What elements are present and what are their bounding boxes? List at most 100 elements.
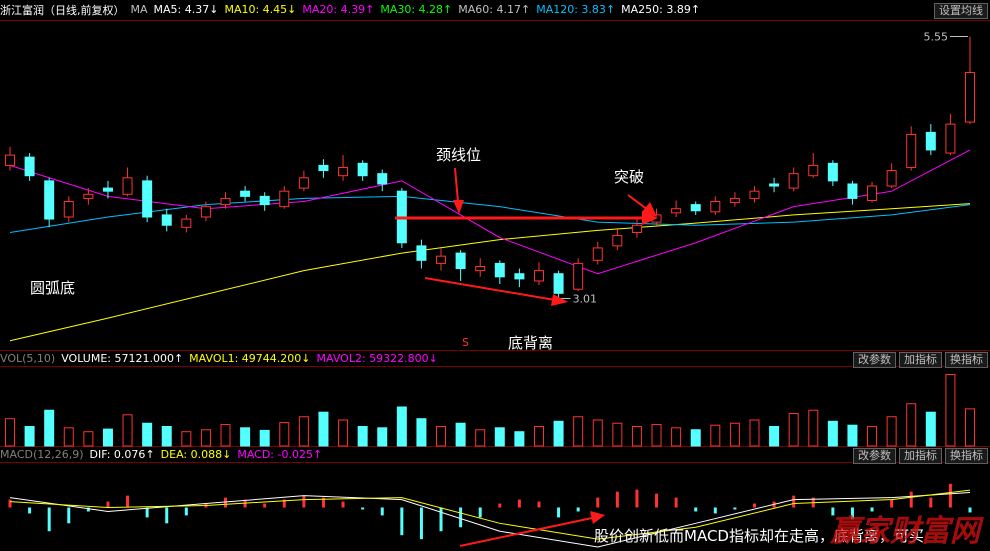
pane-title: VOL(5,10) [0, 352, 56, 365]
macd-bar [224, 497, 228, 508]
neckline-pointer [454, 167, 459, 203]
legend-item: MA5: 4.37↓ [154, 3, 219, 16]
macd-arrow [459, 517, 593, 547]
candle-body [769, 183, 780, 187]
volume-bar [573, 416, 584, 447]
macd-header: MACD(12,26,9) DIF: 0.076↑ DEA: 0.088↓ MACD… [0, 447, 322, 462]
legend-arrow: ↑ [365, 3, 375, 16]
candle-body [592, 247, 603, 261]
macd-bar [184, 507, 188, 516]
candle-body [240, 190, 251, 197]
macd-bar [968, 507, 972, 513]
button[interactable]: 改参数 [853, 448, 896, 464]
legend-item: DEA: 0.088↓ [161, 448, 232, 461]
volume-bar [827, 420, 838, 447]
volume-bar [259, 429, 270, 447]
macd-bar [870, 507, 874, 512]
macd-bar [106, 501, 110, 508]
candle-body [220, 197, 231, 206]
legend-arrow: ↓ [209, 3, 219, 16]
candle-body [24, 156, 35, 177]
arrowhead [642, 211, 658, 225]
candle-body [631, 224, 642, 233]
candle-body [945, 123, 956, 154]
legend-arrow: ↑ [605, 3, 616, 16]
volume-bar [886, 416, 897, 447]
candle-body [318, 164, 329, 172]
candle-body [83, 193, 94, 199]
marks [5, 35, 975, 548]
legend-arrow: ↑ [443, 3, 453, 16]
macd-bar [929, 497, 933, 508]
macd-bar [831, 507, 835, 516]
volume-bar [808, 409, 819, 447]
legend-arrow: ↑ [145, 448, 155, 461]
legend-item: MA120: 3.83↑ [536, 3, 615, 16]
legend-item: DIF: 0.076↑ [90, 448, 155, 461]
volume-bar [24, 426, 35, 447]
candle-body [259, 195, 270, 206]
legend-text: MA5: 4.37 [153, 3, 210, 16]
macd-bar [576, 507, 580, 512]
candle-body [63, 201, 74, 218]
arrowhead [590, 511, 605, 524]
button[interactable]: 加指标 [899, 352, 942, 368]
button[interactable]: 换指标 [945, 352, 988, 368]
volume-bar [318, 411, 329, 447]
legend-arrow: ↓ [428, 352, 438, 365]
button[interactable]: 改参数 [853, 352, 896, 368]
button[interactable]: 设置均线 [934, 3, 988, 19]
legend-arrow: ↑ [173, 352, 184, 365]
volume-bar [553, 420, 564, 447]
volume-bar [651, 424, 662, 447]
candle-body [749, 190, 760, 199]
legend-text: MA30: 4.28 [380, 3, 444, 16]
legend-item: MA250: 3.89↑ [621, 3, 700, 16]
annotation: 底背离 [508, 334, 553, 352]
volume-bar [906, 403, 917, 447]
legend-text: MA120: 3.83 [536, 3, 606, 16]
candle-body [475, 266, 486, 272]
macd-bar [86, 507, 90, 512]
volume-bar [965, 408, 975, 447]
annotation: 股价创新低而MACD指标却在走高，底背离，可买 [594, 527, 924, 545]
macd-buttons: 改参数 加指标 换指标 [853, 448, 988, 464]
macd-bar [47, 507, 51, 532]
volume-bar [416, 418, 427, 447]
legend-item: MA60: 4.17↑ [458, 3, 530, 16]
volume-bar [338, 419, 349, 447]
vol-header: VOL(5,10) VOLUME: 57121.000↑ MAVOL1: 4974… [0, 351, 438, 366]
legend-item: MACD: -0.025↑ [237, 448, 322, 461]
volume-bar [436, 426, 447, 447]
ma-line [9, 195, 971, 233]
candle-body [494, 262, 505, 278]
candle-body [847, 183, 858, 199]
button[interactable]: 换指标 [945, 448, 988, 464]
macd-bar [635, 489, 639, 508]
pane-borders [0, 20, 990, 463]
candle-body [965, 72, 975, 123]
macd-bar [713, 507, 717, 514]
legend-arrow: ↓ [301, 352, 311, 365]
macd-bar [615, 491, 619, 508]
candle-body [827, 162, 838, 182]
macd-bar [28, 507, 32, 514]
legend-text: DEA: 0.088 [160, 448, 223, 461]
arrowhead [642, 202, 657, 217]
candle-body [906, 133, 917, 168]
legend-arrow: ↑ [520, 3, 531, 16]
volume-bar [514, 431, 525, 447]
ma-label: MA [130, 3, 148, 16]
volume-bar [455, 422, 466, 447]
candle-body [612, 235, 623, 247]
candle-body [514, 273, 525, 280]
candle-body [298, 177, 309, 189]
legend-item: MAVOL1: 49744.200↓ [189, 352, 310, 365]
volume-bar [377, 427, 388, 447]
button[interactable]: 加指标 [899, 448, 942, 464]
dea-line [9, 489, 971, 540]
volume-bar [102, 428, 113, 447]
macd-bar [557, 507, 561, 518]
legend-text: MA250: 3.89 [621, 3, 691, 16]
volume-bar [867, 426, 878, 447]
